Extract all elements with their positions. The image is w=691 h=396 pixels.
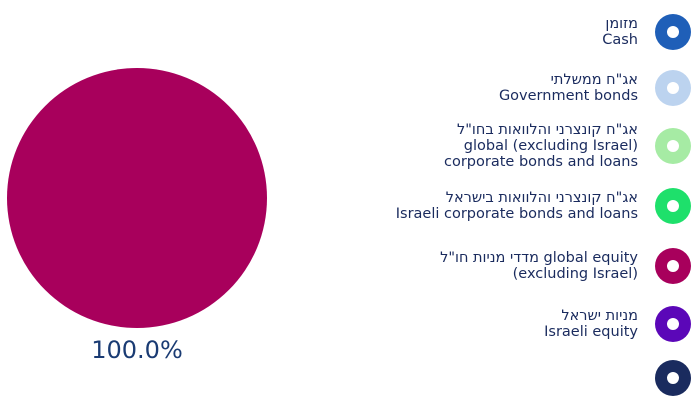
legend-label: אג"ח קונצרני והלוואות בחו"ל global (exclu…	[444, 122, 638, 170]
legend-label: אג"ח קונצרני והלוואות בישראל Israeli corp…	[396, 190, 638, 222]
legend-label-line: global (excluding Israel)	[463, 138, 638, 154]
pie-chart: 100.0%	[0, 0, 280, 365]
pie-data-label: 100.0%	[91, 336, 183, 364]
pie-slice[interactable]	[7, 68, 267, 328]
legend-label-line: אג"ח קונצרני והלוואות בישראל	[445, 190, 638, 206]
legend-item[interactable]	[638, 360, 691, 396]
legend-label: מזומן Cash	[602, 16, 638, 48]
legend-label-line: Government bonds	[498, 88, 638, 104]
legend-swatch-icon	[655, 360, 691, 396]
legend-label-line: Cash	[602, 32, 638, 48]
legend-label-line: (excluding Israel)	[512, 266, 638, 282]
legend-label-line: Israeli corporate bonds and loans	[395, 206, 638, 222]
legend-swatch-icon	[655, 70, 691, 106]
legend-item[interactable]: אג"ח ממשלתי Government bonds	[499, 70, 691, 106]
legend-label: אג"ח ממשלתי Government bonds	[499, 72, 638, 104]
legend-item[interactable]: אג"ח קונצרני והלוואות בחו"ל global (exclu…	[444, 122, 691, 170]
legend-label: מניות ישראל Israeli equity	[544, 308, 638, 340]
legend: מזומן Cash אג"ח ממשלתי Government bonds אג"ח…	[300, 0, 691, 396]
legend-swatch-icon	[655, 14, 691, 50]
legend-item[interactable]: מזומן Cash	[602, 14, 691, 50]
legend-label-line: מניות ישראל	[561, 308, 638, 324]
legend-item[interactable]: אג"ח קונצרני והלוואות בישראל Israeli corp…	[396, 188, 691, 224]
legend-label: מדדי מניות חו"ל global equity (excluding …	[440, 250, 638, 282]
legend-item[interactable]: מדדי מניות חו"ל global equity (excluding …	[440, 248, 691, 284]
pie-chart-svg	[7, 68, 267, 328]
legend-swatch-icon	[655, 248, 691, 284]
legend-label-line: מזומן	[605, 16, 638, 32]
legend-swatch-icon	[655, 128, 691, 164]
legend-label-line: מדדי מניות חו"ל global equity	[440, 250, 638, 266]
legend-item[interactable]: מניות ישראל Israeli equity	[544, 306, 691, 342]
legend-swatch-icon	[655, 306, 691, 342]
legend-swatch-icon	[655, 188, 691, 224]
legend-label-line: אג"ח קונצרני והלוואות בחו"ל	[457, 122, 638, 138]
legend-label-line: corporate bonds and loans	[444, 154, 638, 170]
legend-label-line: אג"ח ממשלתי	[550, 72, 638, 88]
legend-label-line: Israeli equity	[544, 324, 638, 340]
